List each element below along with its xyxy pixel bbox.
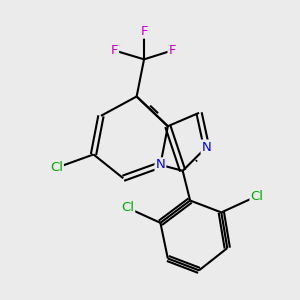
Text: N: N <box>202 140 211 154</box>
Text: Cl: Cl <box>250 190 263 202</box>
Text: F: F <box>111 44 118 57</box>
Text: F: F <box>169 44 176 57</box>
Text: F: F <box>140 25 148 38</box>
Text: Cl: Cl <box>121 202 134 214</box>
Text: N: N <box>155 158 165 171</box>
Text: Cl: Cl <box>50 161 63 174</box>
